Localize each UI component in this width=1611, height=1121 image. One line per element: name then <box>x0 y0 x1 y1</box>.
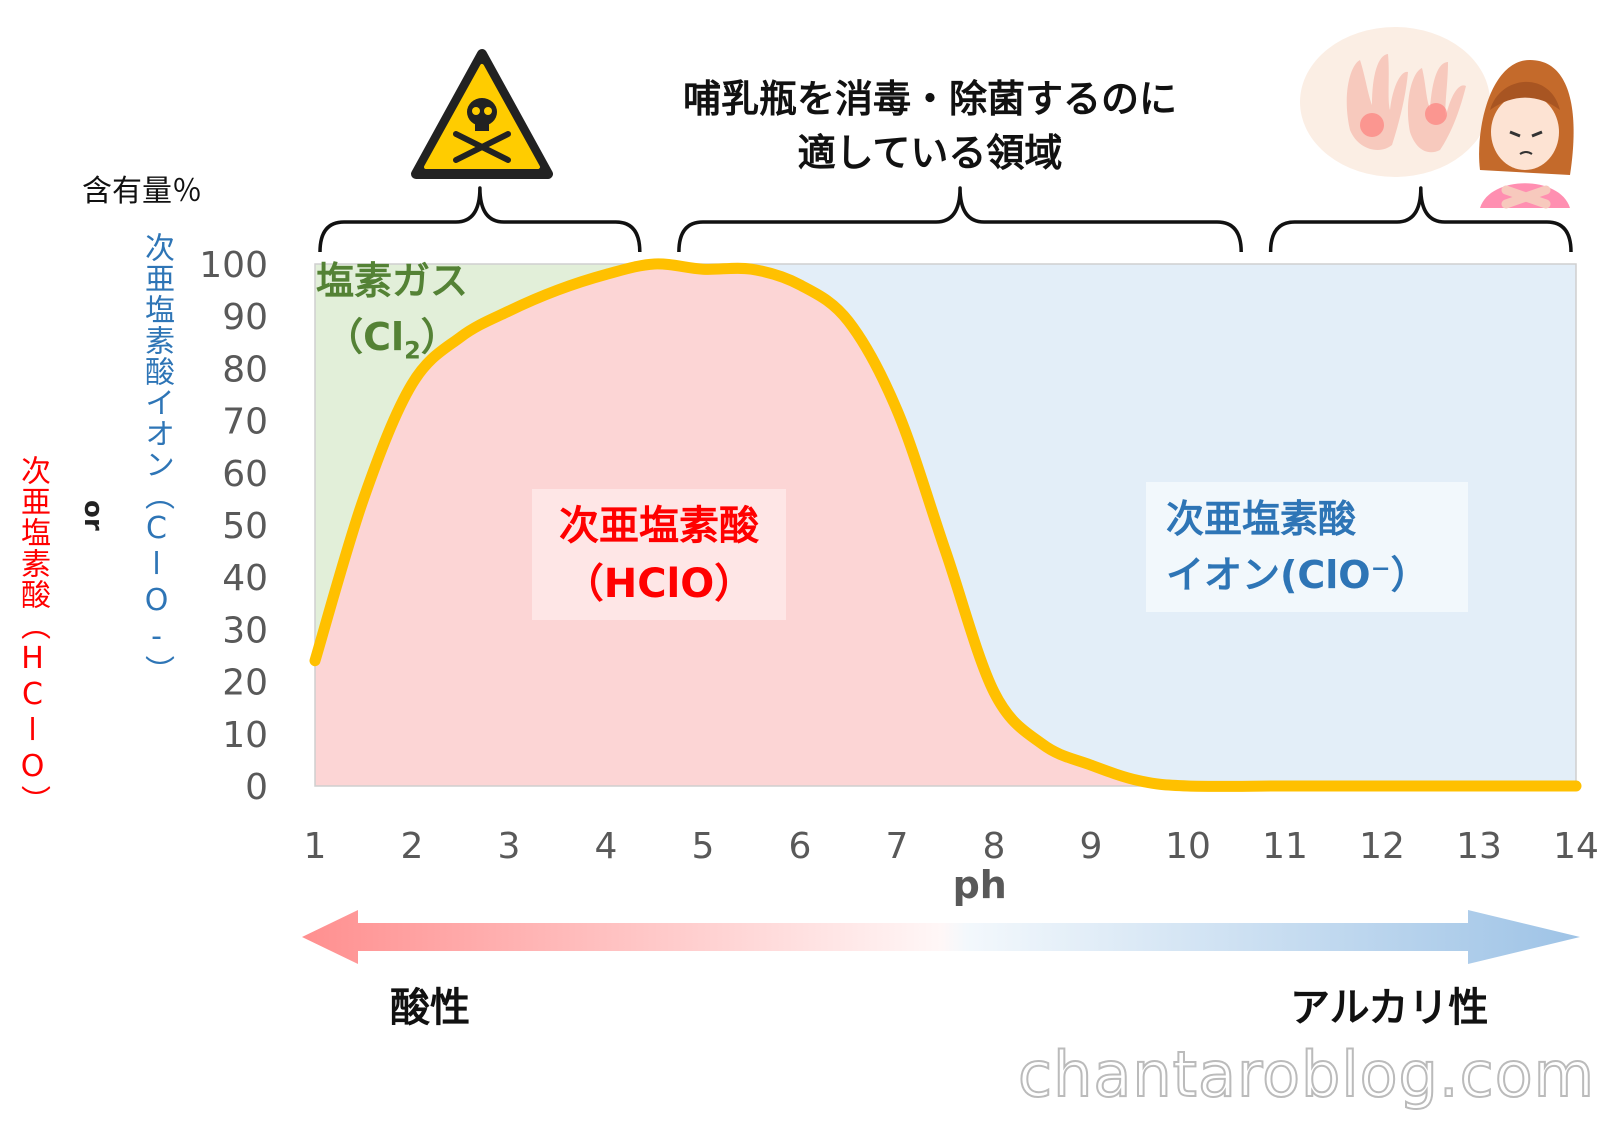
clo-label-line-2: イオン(ClO⁻） <box>1166 553 1429 597</box>
y-axis-label-clo: 次亜塩素酸イオン（ClO-） <box>139 232 174 686</box>
y-tick-label: 10 <box>222 715 268 756</box>
x-tick-label: 5 <box>692 826 715 867</box>
curly-bracket-skin irritation <box>1268 186 1573 253</box>
x-tick-label: 6 <box>789 826 812 867</box>
chlorine-gas-formula: （Cl <box>325 315 405 360</box>
alkaline-label: アルカリ性 <box>1290 985 1489 1031</box>
x-tick-label: 9 <box>1080 826 1103 867</box>
x-tick-label: 11 <box>1262 826 1308 867</box>
curly-bracket-warning <box>318 186 642 253</box>
y-axis-label-or: or <box>78 500 108 531</box>
chlorine-gas-label-line-1: 塩素ガス <box>315 259 468 304</box>
watermark: chantaroblog.com <box>1017 1037 1596 1112</box>
area-hclo-region <box>315 263 1576 787</box>
x-tick-label: 13 <box>1456 826 1502 867</box>
chlorine-gas-label: 塩素ガス （Cl2） <box>312 256 472 376</box>
x-tick-label: 2 <box>401 826 424 867</box>
y-tick-label: 30 <box>222 610 268 651</box>
clo-label-line-1: 次亜塩素酸 <box>1166 497 1357 541</box>
plot-frame <box>314 263 1577 787</box>
x-tick-label: 4 <box>595 826 618 867</box>
x-tick-label: 12 <box>1359 826 1405 867</box>
chlorine-gas-label-line-2: （Cl2） <box>325 309 459 379</box>
hclo-label: 次亜塩素酸 （HClO） <box>532 489 786 620</box>
x-tick-label: 1 <box>304 826 327 867</box>
y-tick-label: 70 <box>222 402 268 443</box>
acid-label: 酸性 <box>390 985 470 1031</box>
chlorine-gas-subscript: 2 <box>404 336 421 365</box>
hclo-label-line-1: 次亜塩素酸 <box>559 502 759 549</box>
warning-skull-icon <box>411 49 553 179</box>
y-tick-label: 40 <box>222 558 268 599</box>
curly-bracket-suitable <box>677 186 1243 253</box>
x-axis-label: ph <box>953 863 1007 907</box>
y-tick-label: 20 <box>222 663 268 704</box>
hand-rash-girl-icon <box>1300 27 1574 209</box>
x-tick-label: 14 <box>1553 826 1599 867</box>
y-tick-label: 90 <box>222 297 268 338</box>
chlorine-gas-close: ） <box>420 315 459 360</box>
y-tick-label: 100 <box>199 245 268 286</box>
y-tick-label: 60 <box>222 454 268 495</box>
chart-title: 哺乳瓶を消毒・除菌するのに 適している領域 <box>600 72 1260 180</box>
y-axis-label-hclo: 次亜塩素酸（HClO） <box>15 455 50 816</box>
hclo-label-line-2: （HClO） <box>563 560 755 607</box>
chart-title-line-2: 適している領域 <box>797 131 1063 175</box>
chart-title-line-1: 哺乳瓶を消毒・除菌するのに <box>682 77 1177 121</box>
series-line-hclo <box>309 258 1582 792</box>
y-tick-label: 50 <box>222 506 268 547</box>
area-chlorine-gas-region <box>315 264 655 661</box>
x-tick-label: 8 <box>983 826 1006 867</box>
x-tick-label: 10 <box>1165 826 1211 867</box>
x-tick-label: 7 <box>886 826 909 867</box>
y-tick-label: 80 <box>222 349 268 390</box>
clo-label: 次亜塩素酸 イオン(ClO⁻） <box>1146 482 1468 612</box>
x-tick-label: 3 <box>498 826 521 867</box>
y-tick-label: 0 <box>245 767 268 808</box>
ph-direction-arrow <box>302 910 1580 964</box>
y-axis-unit-label: 含有量％ <box>82 174 202 209</box>
